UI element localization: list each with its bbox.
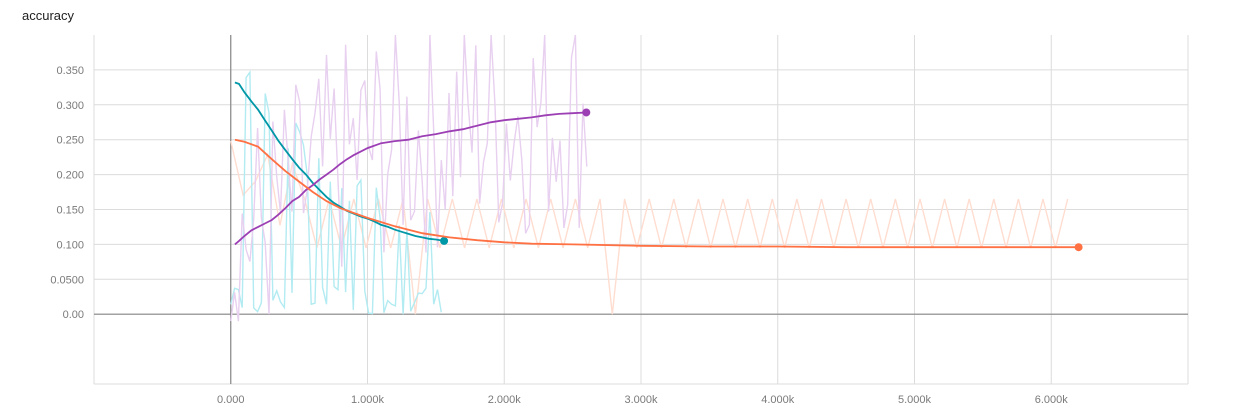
y-tick-label: 0.350: [56, 65, 84, 77]
smoothed-series: [234, 81, 1083, 252]
x-tick-label: 0.000: [217, 394, 245, 406]
chart-title: accuracy: [22, 8, 75, 23]
smoothed-series-line: [234, 138, 1079, 249]
y-tick-label: 0.250: [56, 135, 84, 147]
x-tick-label: 2.000k: [488, 394, 522, 406]
x-tick-label: 3.000k: [624, 394, 658, 406]
axes: [94, 35, 1188, 384]
y-tick-label: 0.300: [56, 100, 84, 112]
tick-labels: 0.00 0.0500 0.100 0.150 0.200 0.250 0.300 0.350…: [50, 65, 1068, 406]
y-tick-label: 0.0500: [50, 274, 84, 286]
y-tick-label: 0.200: [56, 170, 84, 182]
y-tick-label: 0.00: [63, 309, 84, 321]
smoothed-series-line: [234, 111, 587, 246]
x-tick-label: 5.000k: [898, 394, 932, 406]
smoothed-series-line: [234, 81, 445, 242]
raw-series: [230, 34, 1069, 322]
y-tick-label: 0.100: [56, 239, 84, 251]
series-end-marker: [582, 108, 591, 117]
raw-series-line: [230, 70, 442, 315]
x-tick-label: 4.000k: [761, 394, 795, 406]
series-end-marker: [440, 236, 449, 245]
grid: [93, 35, 1189, 385]
series-end-marker: [1074, 243, 1083, 252]
x-tick-label: 6.000k: [1035, 394, 1069, 406]
raw-series-line: [230, 34, 588, 322]
x-tick-label: 1.000k: [351, 394, 385, 406]
y-tick-label: 0.150: [56, 205, 84, 217]
raw-series-line: [230, 140, 1069, 315]
